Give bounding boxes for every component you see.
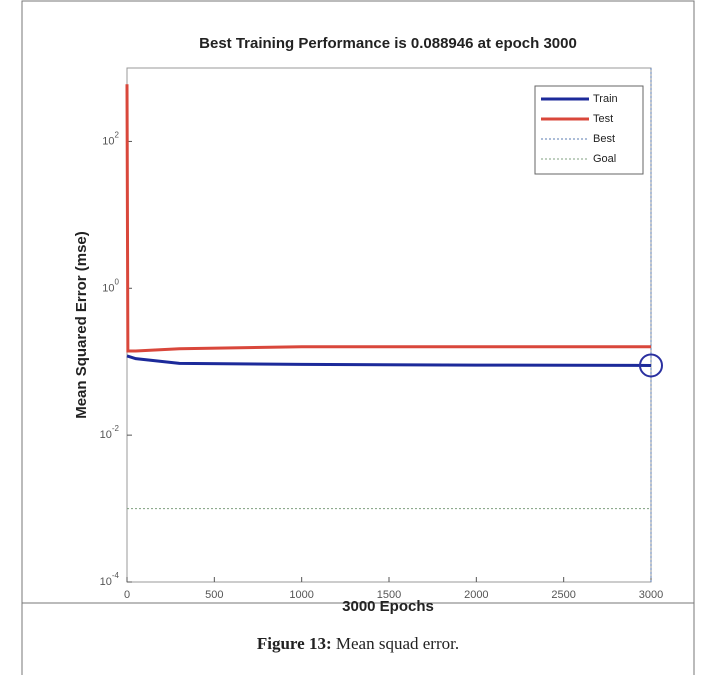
y-tick-exponent: 2 [115,131,120,140]
legend-label: Test [593,113,613,125]
series-line [126,354,652,367]
caption-text: Mean squad error. [336,634,459,653]
y-tick-base: 10 [102,282,114,294]
y-tick-label: 102 [102,131,119,148]
series-line [125,84,651,353]
legend-label: Goal [593,153,616,165]
x-tick-label: 2000 [464,589,488,601]
x-tick-label: 2500 [551,589,575,601]
y-tick-label: 100 [102,277,119,294]
y-tick-base: 10 [100,576,112,588]
y-tick-base: 10 [102,135,114,147]
y-tick-exponent: -2 [112,424,120,433]
chart-title: Best Training Performance is 0.088946 at… [199,35,577,52]
x-tick-label: 500 [205,589,223,601]
y-tick-label: 10-4 [100,571,120,588]
x-tick-label: 1500 [377,589,401,601]
caption: Figure 13: Mean squad error. [257,634,459,653]
caption-label: Figure 13: [257,634,332,653]
legend-label: Best [593,133,615,145]
legend-label: Train [593,93,618,105]
y-tick-exponent: 0 [115,277,120,286]
x-axis-label: 3000 Epochs [342,598,434,615]
x-tick-label: 0 [124,589,130,601]
y-tick-label: 10-2 [100,424,120,441]
y-tick-exponent: -4 [112,571,120,580]
x-tick-label: 3000 [639,589,663,601]
y-axis-label: Mean Squared Error (mse) [73,231,90,419]
best-marker [639,353,663,378]
y-tick-base: 10 [100,429,112,441]
x-tick-label: 1000 [289,589,313,601]
